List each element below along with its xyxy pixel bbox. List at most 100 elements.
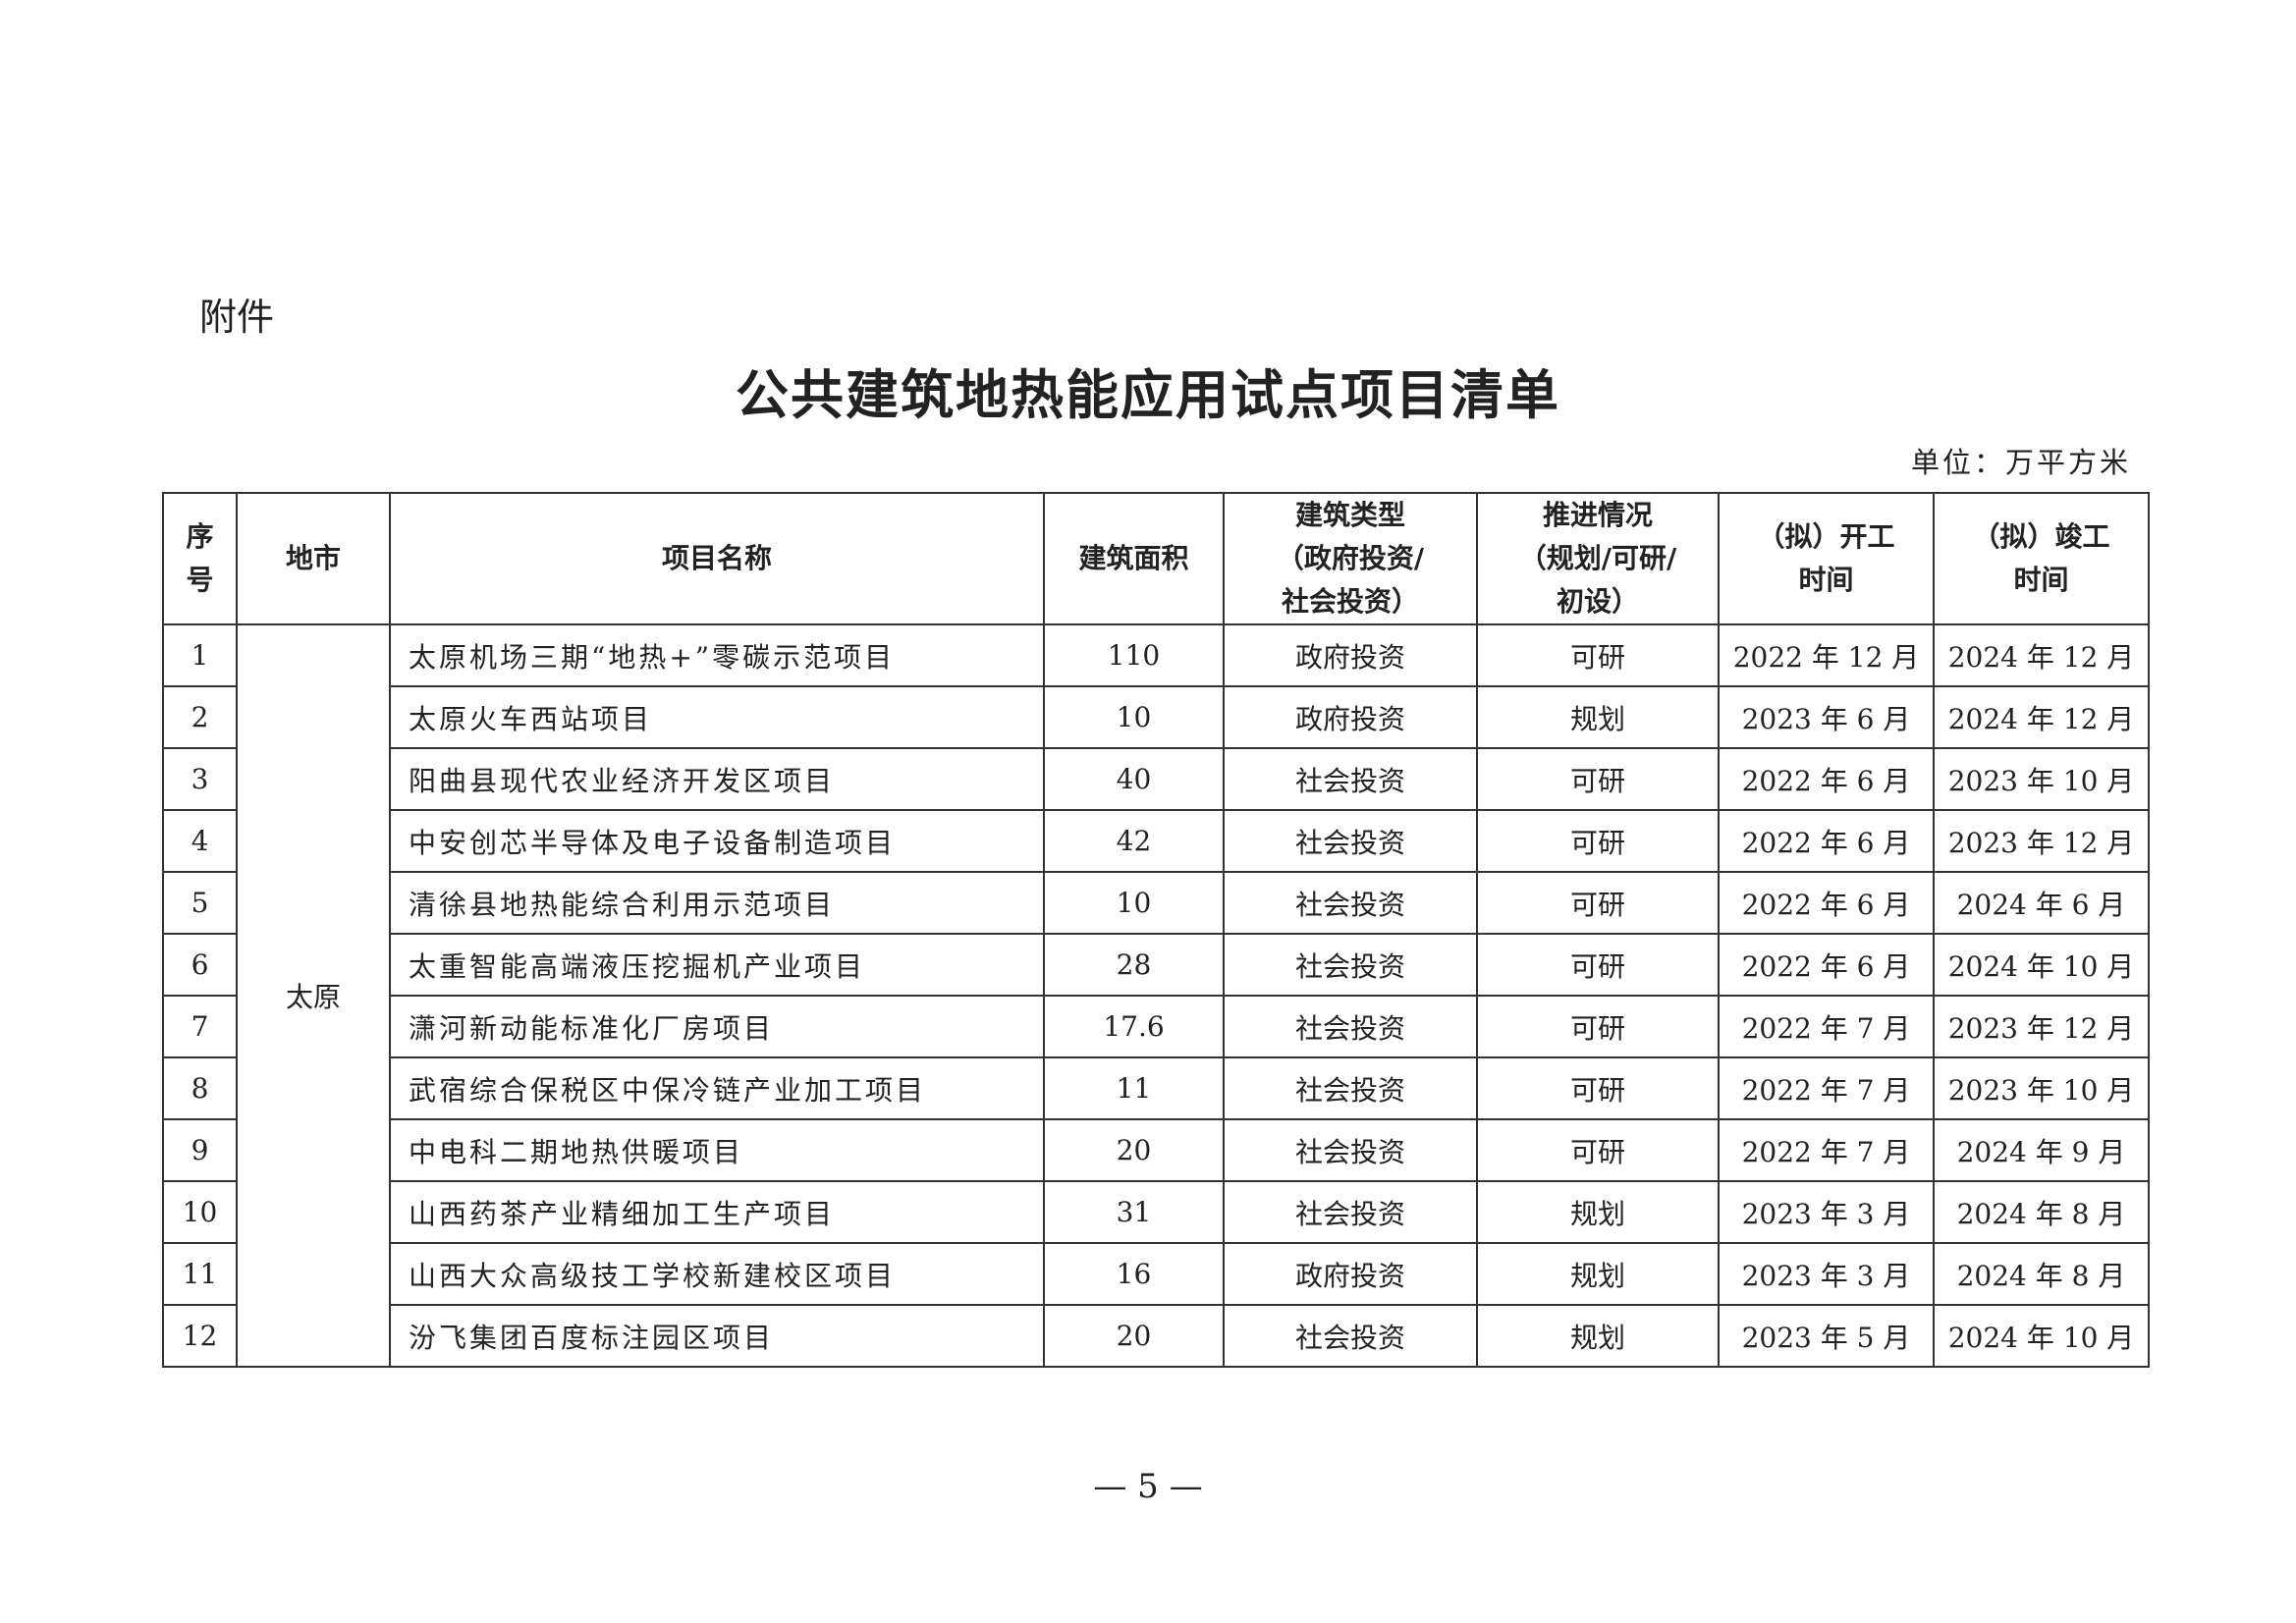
- cell-type: 社会投资: [1223, 1304, 1478, 1368]
- cell-type: 社会投资: [1223, 933, 1478, 997]
- cell-area: 10: [1043, 685, 1225, 749]
- cell-area: 20: [1043, 1304, 1225, 1368]
- cell-start: 2022 年 7 月: [1718, 1118, 1935, 1182]
- cell-city: 太原: [236, 623, 391, 1368]
- cell-end: 2024 年 10 月: [1933, 933, 2150, 997]
- cell-start: 2022 年 7 月: [1718, 1056, 1935, 1120]
- header-name: 项目名称: [389, 492, 1045, 625]
- cell-area: 16: [1043, 1242, 1225, 1306]
- table-header-row: 序号 地市 项目名称 建筑面积 建筑类型 （政府投资/社会投资） 推进情况 （规划/…: [162, 492, 2150, 625]
- cell-status: 可研: [1476, 871, 1720, 935]
- cell-type: 社会投资: [1223, 1118, 1478, 1182]
- document-title: 公共建筑地热能应用试点项目清单: [736, 363, 1560, 426]
- cell-status: 可研: [1476, 933, 1720, 997]
- cell-name: 潇河新动能标准化厂房项目: [389, 995, 1045, 1058]
- cell-end: 2023 年 12 月: [1933, 995, 2150, 1058]
- cell-status: 规划: [1476, 1242, 1720, 1306]
- cell-start: 2022 年 12 月: [1718, 623, 1935, 687]
- cell-area: 110: [1043, 623, 1225, 687]
- cell-name: 中安创芯半导体及电子设备制造项目: [389, 809, 1045, 873]
- header-progress: 推进情况 （规划/可研/初设）: [1476, 492, 1720, 625]
- project-table: 序号 地市 项目名称 建筑面积 建筑类型 （政府投资/社会投资） 推进情况 （规划/…: [162, 492, 2150, 1368]
- cell-status: 可研: [1476, 747, 1720, 811]
- cell-end: 2024 年 8 月: [1933, 1180, 2150, 1244]
- cell-seq: 5: [162, 871, 238, 935]
- cell-start: 2022 年 6 月: [1718, 809, 1935, 873]
- cell-end: 2024 年 9 月: [1933, 1118, 2150, 1182]
- cell-end: 2024 年 12 月: [1933, 685, 2150, 749]
- cell-seq: 4: [162, 809, 238, 873]
- cell-end: 2023 年 10 月: [1933, 1056, 2150, 1120]
- table-row: 7 潇河新动能标准化厂房项目 17.6 社会投资 可研 2022 年 7 月 2023 年 …: [162, 995, 2150, 1058]
- header-end: （拟）竣工时间: [1933, 492, 2150, 625]
- cell-start: 2022 年 6 月: [1718, 871, 1935, 935]
- table-row: 10 山西药茶产业精细加工生产项目 31 社会投资 规划 2023 年 3 月 2024 年…: [162, 1180, 2150, 1244]
- cell-seq: 10: [162, 1180, 238, 1244]
- cell-status: 可研: [1476, 623, 1720, 687]
- cell-area: 28: [1043, 933, 1225, 997]
- cell-end: 2024 年 8 月: [1933, 1242, 2150, 1306]
- cell-start: 2023 年 3 月: [1718, 1180, 1935, 1244]
- cell-area: 10: [1043, 871, 1225, 935]
- table-row: 4 中安创芯半导体及电子设备制造项目 42 社会投资 可研 2022 年 6 月 2023 …: [162, 809, 2150, 873]
- cell-start: 2023 年 6 月: [1718, 685, 1935, 749]
- cell-name: 山西药茶产业精细加工生产项目: [389, 1180, 1045, 1244]
- table-row: 9 中电科二期地热供暖项目 20 社会投资 可研 2022 年 7 月 2024 年 9 月: [162, 1118, 2150, 1182]
- cell-start: 2022 年 6 月: [1718, 933, 1935, 997]
- cell-seq: 8: [162, 1056, 238, 1120]
- header-type: 建筑类型 （政府投资/社会投资）: [1223, 492, 1478, 625]
- cell-seq: 7: [162, 995, 238, 1058]
- cell-area: 11: [1043, 1056, 1225, 1120]
- cell-status: 可研: [1476, 1056, 1720, 1120]
- table-row: 1 太原 太原机场三期“地热+”零碳示范项目 110 政府投资 可研 2022 年 12 月…: [162, 623, 2150, 1368]
- table-row: 11 山西大众高级技工学校新建校区项目 16 政府投资 规划 2023 年 3 月 2024…: [162, 1242, 2150, 1306]
- cell-seq: 2: [162, 685, 238, 749]
- cell-name: 汾飞集团百度标注园区项目: [389, 1304, 1045, 1368]
- table-row: 12 汾飞集团百度标注园区项目 20 社会投资 规划 2023 年 5 月 2024 年 1…: [162, 1304, 2150, 1368]
- attachment-label: 附件: [199, 296, 275, 339]
- table-row: 8 武宿综合保税区中保冷链产业加工项目 11 社会投资 可研 2022 年 7 月 2023…: [162, 1056, 2150, 1120]
- cell-name: 中电科二期地热供暖项目: [389, 1118, 1045, 1182]
- cell-name: 太重智能高端液压挖掘机产业项目: [389, 933, 1045, 997]
- cell-status: 可研: [1476, 1118, 1720, 1182]
- cell-status: 规划: [1476, 1180, 1720, 1244]
- cell-name: 山西大众高级技工学校新建校区项目: [389, 1242, 1045, 1306]
- cell-end: 2024 年 6 月: [1933, 871, 2150, 935]
- cell-start: 2022 年 7 月: [1718, 995, 1935, 1058]
- cell-type: 社会投资: [1223, 995, 1478, 1058]
- unit-label: 单位：万平方米: [1910, 446, 2131, 479]
- cell-name: 阳曲县现代农业经济开发区项目: [389, 747, 1045, 811]
- table-row: 5 清徐县地热能综合利用示范项目 10 社会投资 可研 2022 年 6 月 2024 年 …: [162, 871, 2150, 935]
- cell-name: 太原火车西站项目: [389, 685, 1045, 749]
- cell-seq: 12: [162, 1304, 238, 1368]
- page-number: — 5 —: [1093, 1467, 1203, 1506]
- cell-name: 太原机场三期“地热+”零碳示范项目: [389, 623, 1045, 687]
- cell-name: 武宿综合保税区中保冷链产业加工项目: [389, 1056, 1045, 1120]
- cell-area: 42: [1043, 809, 1225, 873]
- table-row: 6 太重智能高端液压挖掘机产业项目 28 社会投资 可研 2022 年 6 月 2024 年…: [162, 933, 2150, 997]
- header-area: 建筑面积: [1043, 492, 1225, 625]
- cell-seq: 9: [162, 1118, 238, 1182]
- table-row: 2 太原火车西站项目 10 政府投资 规划 2023 年 6 月 2024 年 12 月: [162, 685, 2150, 749]
- cell-seq: 3: [162, 747, 238, 811]
- cell-start: 2023 年 3 月: [1718, 1242, 1935, 1306]
- cell-seq: 6: [162, 933, 238, 997]
- cell-type: 社会投资: [1223, 747, 1478, 811]
- header-city: 地市: [236, 492, 391, 625]
- cell-area: 17.6: [1043, 995, 1225, 1058]
- cell-end: 2023 年 10 月: [1933, 747, 2150, 811]
- cell-type: 社会投资: [1223, 871, 1478, 935]
- header-seq: 序号: [162, 492, 238, 625]
- cell-type: 社会投资: [1223, 1056, 1478, 1120]
- cell-area: 40: [1043, 747, 1225, 811]
- cell-start: 2023 年 5 月: [1718, 1304, 1935, 1368]
- header-start-label: （拟）开工时间: [1757, 520, 1895, 596]
- header-end-label: （拟）竣工时间: [1972, 520, 2110, 596]
- cell-name: 清徐县地热能综合利用示范项目: [389, 871, 1045, 935]
- cell-area: 20: [1043, 1118, 1225, 1182]
- cell-seq: 1: [162, 623, 238, 687]
- cell-type: 政府投资: [1223, 685, 1478, 749]
- cell-status: 可研: [1476, 995, 1720, 1058]
- cell-end: 2024 年 10 月: [1933, 1304, 2150, 1368]
- cell-seq: 11: [162, 1242, 238, 1306]
